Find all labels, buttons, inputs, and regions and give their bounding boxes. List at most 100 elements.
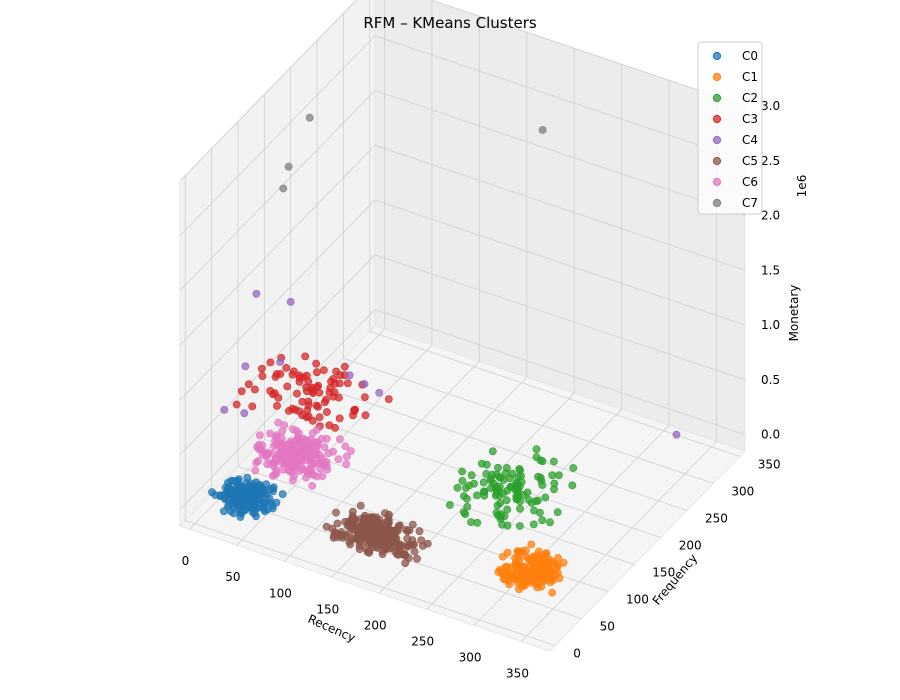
legend-marker xyxy=(712,51,722,61)
data-point-C3 xyxy=(293,389,301,398)
data-point-C2 xyxy=(538,516,547,525)
data-point-C2 xyxy=(479,478,488,487)
grid-line-z-left xyxy=(179,199,376,401)
data-point-C1 xyxy=(498,552,507,561)
x-tick-label: 0 xyxy=(182,554,190,568)
data-point-C3 xyxy=(312,359,320,368)
data-point-C3 xyxy=(258,372,267,380)
data-point-C1 xyxy=(548,588,557,597)
data-point-C3 xyxy=(325,421,334,430)
data-point-C1 xyxy=(542,567,551,576)
data-point-C6 xyxy=(277,447,285,456)
data-point-C4 xyxy=(220,405,229,414)
z-tick-label: 3.0 xyxy=(761,99,780,113)
data-point-C3 xyxy=(266,358,275,367)
data-point-C6 xyxy=(309,459,318,468)
data-point-C2 xyxy=(536,456,545,465)
data-point-C6 xyxy=(346,447,355,455)
data-point-C7 xyxy=(538,126,547,134)
data-point-C3 xyxy=(335,414,344,423)
data-point-C2 xyxy=(541,493,550,502)
grid-line-x-floor xyxy=(521,441,717,642)
x-tick-label: 350 xyxy=(506,666,529,680)
data-point-C1 xyxy=(533,580,541,588)
data-point-C6 xyxy=(322,457,331,466)
data-point-C2 xyxy=(538,481,547,489)
data-point-C1 xyxy=(529,558,538,566)
data-point-C3 xyxy=(237,387,246,396)
data-point-C2 xyxy=(463,502,472,511)
data-point-C2 xyxy=(494,463,502,472)
data-point-C2 xyxy=(550,457,558,466)
data-point-C4 xyxy=(672,430,681,439)
data-point-C2 xyxy=(453,483,462,492)
data-point-C5 xyxy=(359,516,368,525)
data-point-C2 xyxy=(495,491,504,500)
y-tick-label: 300 xyxy=(731,484,754,498)
data-point-C0 xyxy=(237,509,246,518)
data-point-C6 xyxy=(301,435,310,444)
data-point-C6 xyxy=(288,425,297,434)
data-point-C2 xyxy=(550,485,558,494)
data-point-C5 xyxy=(410,547,419,556)
data-point-C4 xyxy=(241,362,250,371)
data-point-C5 xyxy=(403,534,412,543)
data-point-C0 xyxy=(246,499,255,508)
y-tick-label: 250 xyxy=(705,512,728,526)
chart-title: RFM – KMeans Clusters xyxy=(363,14,537,32)
data-point-C2 xyxy=(513,486,521,495)
legend-label: C0 xyxy=(742,49,758,63)
data-point-C0 xyxy=(237,496,246,505)
x-axis-label: Recency xyxy=(306,612,358,645)
data-point-C4 xyxy=(375,388,384,397)
data-point-C6 xyxy=(322,434,331,443)
data-point-C7 xyxy=(284,162,293,171)
data-point-C2 xyxy=(479,487,488,496)
data-point-C3 xyxy=(283,382,292,391)
data-point-C5 xyxy=(381,509,389,517)
y-tick-label: 50 xyxy=(600,620,615,634)
data-point-C1 xyxy=(542,549,551,558)
data-point-C2 xyxy=(470,479,478,488)
data-point-C6 xyxy=(277,458,286,467)
data-point-C0 xyxy=(224,482,233,491)
legend-marker xyxy=(712,177,722,187)
data-point-C6 xyxy=(290,438,299,447)
data-point-C4 xyxy=(360,380,369,388)
data-point-C3 xyxy=(384,395,393,403)
data-point-C2 xyxy=(503,521,512,530)
legend-label: C4 xyxy=(742,133,758,147)
data-point-C3 xyxy=(232,400,241,409)
y-tick-label: 150 xyxy=(652,566,675,580)
x-tick-label: 50 xyxy=(225,570,240,584)
data-point-C1 xyxy=(535,567,544,576)
grid-line-z-left xyxy=(179,90,376,291)
data-point-C2 xyxy=(506,482,515,491)
data-point-C6 xyxy=(320,443,329,451)
data-point-C6 xyxy=(311,438,320,447)
data-point-C3 xyxy=(298,411,307,420)
data-point-C3 xyxy=(272,370,281,378)
data-point-C6 xyxy=(342,452,351,461)
data-point-C3 xyxy=(327,377,335,386)
data-point-C2 xyxy=(497,510,505,519)
data-point-C5 xyxy=(356,501,365,510)
data-point-C3 xyxy=(273,401,281,410)
tick-labels: 0501001502002503003500501001502002503003… xyxy=(182,99,781,680)
data-point-C6 xyxy=(255,431,264,440)
data-point-C3 xyxy=(250,385,259,394)
data-point-C6 xyxy=(288,476,297,485)
data-point-C4 xyxy=(240,409,249,418)
data-point-C3 xyxy=(314,381,323,390)
z-axis-offset-label: 1e6 xyxy=(795,175,809,198)
data-point-C1 xyxy=(510,575,519,584)
data-point-C6 xyxy=(268,449,277,458)
legend-marker xyxy=(712,198,722,208)
data-point-C5 xyxy=(333,519,342,528)
x-tick-label: 250 xyxy=(411,634,434,648)
data-point-C6 xyxy=(304,442,313,451)
data-point-C2 xyxy=(482,460,491,469)
data-point-C2 xyxy=(536,508,544,517)
data-point-C2 xyxy=(493,501,502,510)
data-point-C5 xyxy=(402,526,410,534)
